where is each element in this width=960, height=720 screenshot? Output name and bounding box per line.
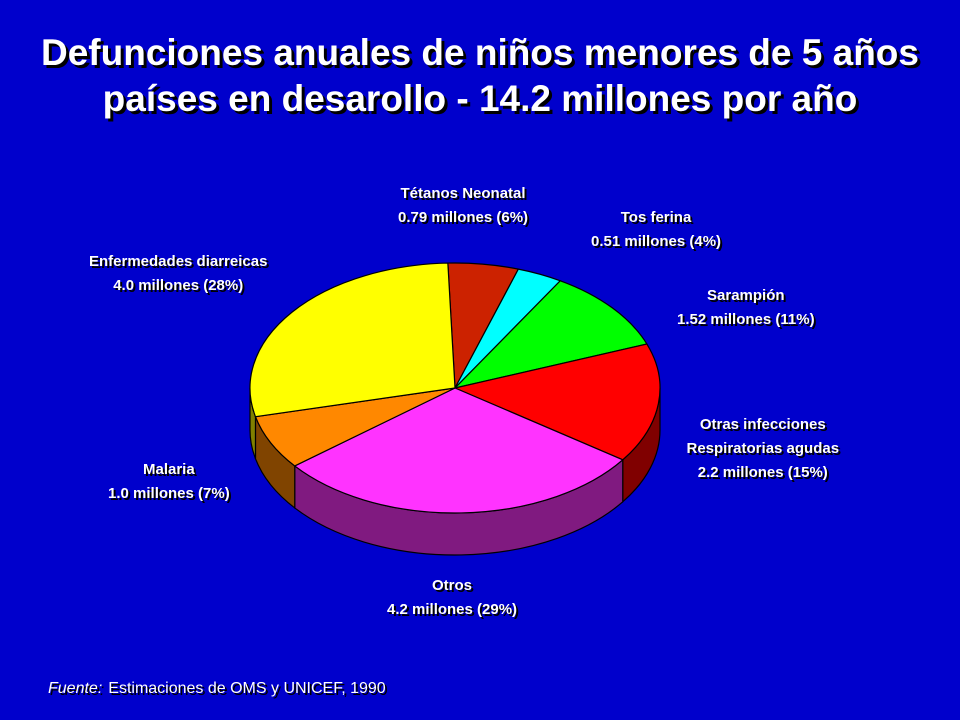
pie-tops [249, 262, 661, 514]
slice-label-line: Sarampión [707, 287, 785, 304]
pie-slice-otras-infecciones-respiratorias-agudas [453, 343, 661, 461]
slice-label-line: 0.51 millones (4%) [591, 233, 722, 250]
slice-label-malaria: Malaria 1.0 millones (7%) [108, 458, 230, 506]
slice-label-enfermedades-diarreicas: Enfermedades diarreicas 4.0 millones (28%… [89, 250, 267, 298]
slice-label-otros: Otros 4.2 millones (29%) [387, 574, 517, 622]
slice-label-line: 1.0 millones (7%) [108, 485, 230, 502]
source-label: Fuente: [48, 680, 103, 697]
slice-label-line: 1.52 millones (11%) [677, 311, 815, 328]
slice-label-sarampion: Sarampión 1.52 millones (11%) [677, 284, 815, 332]
slice-label-line: Respiratorias agudas [686, 440, 840, 457]
title-line-2: países en desarollo - 14.2 millones por … [102, 78, 858, 119]
slice-label-line: 2.2 millones (15%) [697, 464, 828, 481]
slice-label-tetanos-neonatal: Tétanos Neonatal 0.79 millones (6%) [398, 182, 528, 230]
source-text: Estimaciones de OMS y UNICEF, 1990 [108, 680, 386, 697]
slice-label-line: Tos ferina [620, 209, 692, 226]
slice-label-line: 4.0 millones (28%) [113, 277, 244, 294]
chart-title: Defunciones anuales de niños menores de … [0, 30, 960, 122]
slice-label-otras-infecciones-respiratorias-agudas: Otras infecciones Respiratorias agudas 2.2… [687, 413, 840, 485]
pie-slice-enfermedades-diarreicas [249, 262, 456, 418]
slice-label-line: Otras infecciones [699, 416, 826, 433]
slice-label-line: Tétanos Neonatal [400, 185, 526, 202]
pie-sides [249, 387, 661, 556]
pie-slice-sarampion [453, 280, 648, 390]
slice-label-tos-ferina: Tos ferina 0.51 millones (4%) [591, 206, 721, 254]
slice-label-line: Malaria [143, 461, 195, 478]
slice-label-line: Enfermedades diarreicas [89, 253, 268, 270]
slice-label-line: Otros [432, 577, 473, 594]
slice-label-line: 4.2 millones (29%) [387, 601, 518, 618]
source-note: Fuente: Estimaciones de OMS y UNICEF, 199… [48, 680, 386, 698]
title-line-1: Defunciones anuales de niños menores de … [41, 32, 919, 73]
slice-label-line: 0.79 millones (6%) [398, 209, 529, 226]
pie-slice-otros [293, 387, 624, 514]
